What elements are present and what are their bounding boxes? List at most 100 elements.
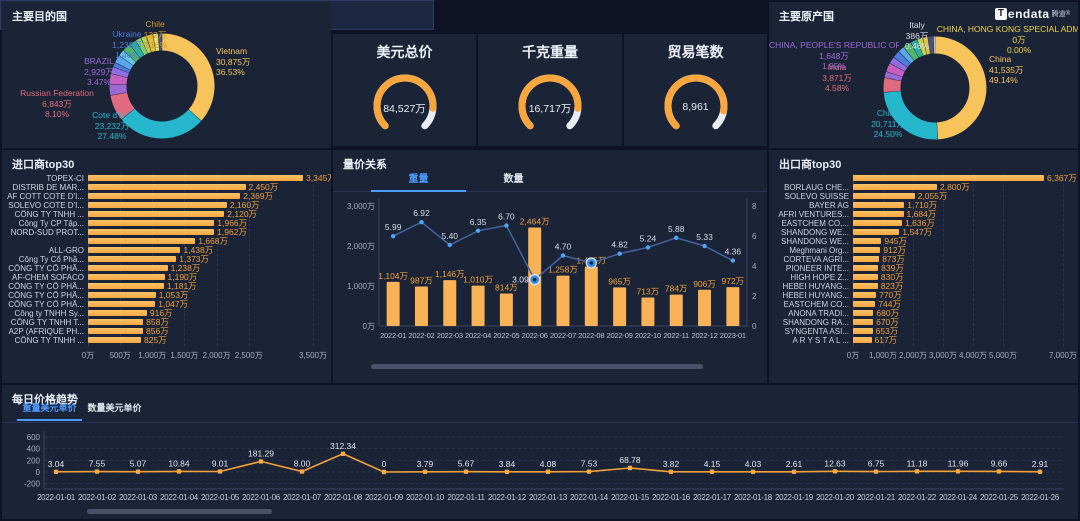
bar-2023-01[interactable]	[726, 287, 740, 326]
pie-slice-Russian Federation[interactable]	[110, 92, 135, 120]
pie-slice-other[interactable]	[153, 33, 160, 52]
pie-slice-other[interactable]	[889, 57, 908, 72]
pie-slice-Ukraine[interactable]	[113, 62, 131, 73]
bar-NORD-SUD PROT...[interactable]	[88, 228, 215, 236]
bar-2022-01[interactable]	[386, 281, 400, 326]
pie-slice-China[interactable]	[934, 36, 987, 140]
bar-EASTCHEM CO,...[interactable]	[853, 219, 903, 227]
data-point[interactable]	[135, 469, 141, 474]
data-point[interactable]	[340, 451, 346, 456]
data-point[interactable]	[674, 235, 679, 240]
bar-unnamed[interactable]	[88, 237, 196, 245]
bar-CÔNG TY TNHH ...[interactable]	[88, 336, 142, 344]
data-point[interactable]	[94, 469, 100, 474]
data-point[interactable]	[504, 223, 509, 228]
bar-CORTEVA AGRI...[interactable]	[853, 255, 880, 263]
pie-slice-other[interactable]	[123, 44, 141, 62]
bar-AF-CHEM SOFACO[interactable]	[88, 273, 165, 281]
pie-slice-other[interactable]	[146, 34, 156, 53]
bar-SHANDONG RA...[interactable]	[853, 318, 874, 326]
bar-CÔNG TY CỔ PHẦ...[interactable]	[88, 282, 164, 290]
data-point[interactable]	[53, 469, 59, 475]
data-point[interactable]	[447, 242, 452, 248]
data-point[interactable]	[627, 465, 633, 471]
bar-2022-08[interactable]	[584, 266, 598, 326]
tab-quantity-usd-price[interactable]: 数量美元单价	[82, 401, 147, 421]
data-point[interactable]	[996, 469, 1002, 474]
bar-ANONA TRADI...[interactable]	[853, 309, 874, 317]
bar-ALL-GRO[interactable]	[88, 246, 181, 254]
pie-slice-BRAZIL[interactable]	[109, 84, 128, 96]
bar-unnamed[interactable]	[853, 174, 1044, 182]
bar-HEBEI HUYANG...[interactable]	[853, 291, 877, 299]
bar-2022-02[interactable]	[414, 286, 428, 326]
data-point[interactable]	[560, 253, 566, 258]
data-point[interactable]	[381, 469, 387, 475]
bar-AF COTT COTE D'I...[interactable]	[88, 192, 241, 200]
pie-slice-other[interactable]	[893, 51, 911, 68]
bar-CÔNG TY CỔ PHẦ...[interactable]	[88, 300, 156, 308]
pie-slice-other[interactable]	[115, 55, 134, 70]
bar-2022-03[interactable]	[443, 280, 457, 326]
bar-BORLAUG CHE...[interactable]	[853, 183, 937, 191]
pie-slice-other[interactable]	[917, 38, 927, 56]
data-point[interactable]	[832, 469, 838, 474]
data-point[interactable]	[914, 469, 920, 474]
pie-slice-other[interactable]	[898, 47, 914, 64]
data-point[interactable]	[873, 469, 879, 474]
data-point[interactable]	[217, 469, 223, 474]
bar-2022-11[interactable]	[669, 294, 683, 326]
data-point[interactable]	[545, 469, 551, 474]
data-point[interactable]	[390, 233, 396, 239]
pie-slice-other[interactable]	[903, 42, 919, 61]
bar-Công Ty CP Tập...[interactable]	[88, 219, 215, 227]
tab-weight-usd-price[interactable]: 重量美元单价	[17, 401, 82, 421]
bar-2022-10[interactable]	[641, 297, 655, 326]
bar-DISTRIB DE MAR...[interactable]	[88, 183, 246, 191]
bar-HEBEI HUYANG...[interactable]	[853, 282, 878, 290]
data-point[interactable]	[709, 469, 715, 474]
bar-A R Y S T A L ...[interactable]	[853, 336, 872, 344]
bar-A2P (AFRIQUE PH...[interactable]	[88, 327, 144, 335]
pie-slice-other[interactable]	[119, 50, 136, 66]
tab-weight[interactable]: 重量	[371, 170, 466, 192]
pie-slice-other[interactable]	[109, 73, 128, 85]
pie-slice-Cote d'Iv...[interactable]	[121, 108, 202, 139]
pie-slice-India[interactable]	[883, 77, 902, 93]
bar-CÔNG TY CỔ PHẦ...[interactable]	[88, 264, 168, 272]
pie-slice-other[interactable]	[910, 39, 923, 58]
data-point[interactable]	[475, 228, 481, 233]
bar-TOPEX-CI[interactable]	[88, 174, 304, 182]
pie-slice-Vietnam[interactable]	[161, 33, 215, 121]
bar-CÔNG TY TNHH ...[interactable]	[88, 210, 225, 218]
pie-slice-other[interactable]	[129, 40, 145, 59]
bar-Công Ty Cổ Phầ...[interactable]	[88, 255, 177, 263]
pie-slice-other[interactable]	[886, 63, 905, 77]
bar-2022-12[interactable]	[698, 289, 712, 326]
data-point[interactable]	[419, 220, 424, 225]
pie-slice-other[interactable]	[135, 38, 148, 56]
data-point[interactable]	[463, 469, 469, 474]
data-point[interactable]	[504, 469, 510, 474]
data-point[interactable]	[617, 251, 622, 256]
bar-SOLEVO COTE D'I...[interactable]	[88, 201, 227, 209]
data-point[interactable]	[750, 469, 756, 474]
data-point[interactable]	[258, 459, 264, 464]
bar-PIONEER INTE...[interactable]	[853, 264, 879, 272]
bar-SHANDONG WE...[interactable]	[853, 237, 882, 245]
bar-EASTCHEM CO...[interactable]	[853, 300, 876, 308]
data-point[interactable]	[422, 469, 428, 474]
bar-2022-07[interactable]	[556, 275, 570, 326]
data-point[interactable]	[955, 469, 961, 474]
tab-quantity[interactable]: 数量	[466, 170, 561, 192]
pie-slice-other[interactable]	[922, 37, 931, 55]
bar-2022-09[interactable]	[613, 287, 627, 326]
data-point[interactable]	[645, 245, 651, 250]
h-scrollbar[interactable]	[371, 364, 703, 369]
data-point[interactable]	[730, 258, 736, 263]
data-point[interactable]	[1037, 469, 1043, 475]
bar-2022-04[interactable]	[471, 285, 485, 326]
pie-slice-CHINA, PEOPLE'S REPUBLIC OF[interactable]	[884, 71, 903, 82]
bar-SYNGENTA ASI...[interactable]	[853, 327, 873, 335]
bar-SOLEVO SUISSE[interactable]	[853, 192, 915, 200]
